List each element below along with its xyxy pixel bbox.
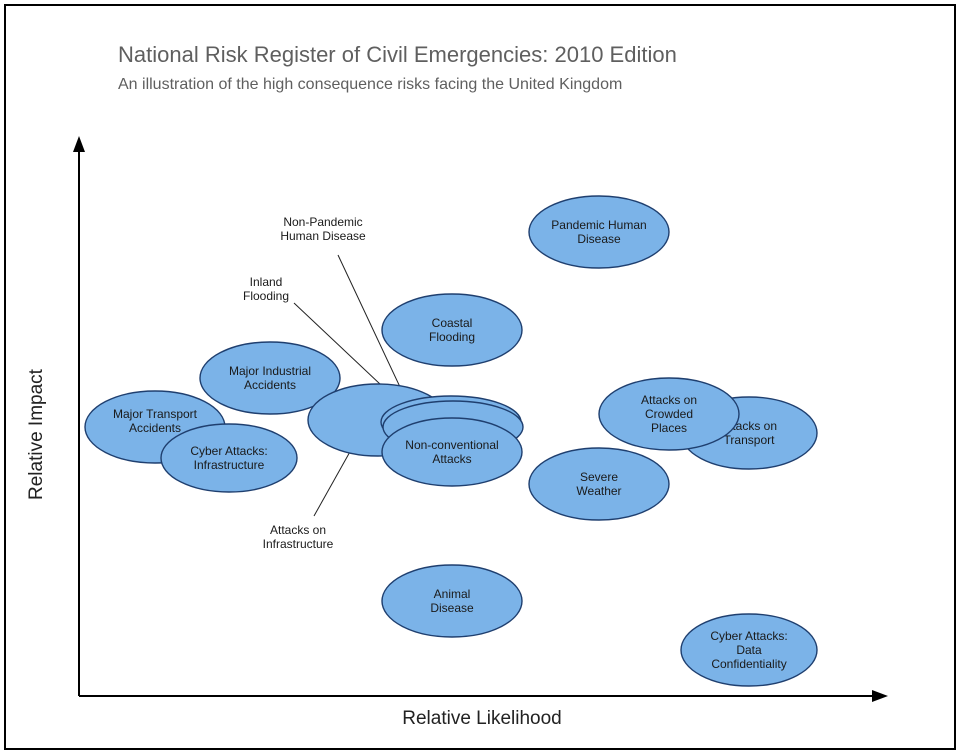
risk-label: Confidentiality xyxy=(711,657,786,671)
risk-label: Weather xyxy=(576,484,621,498)
risk-label: Disease xyxy=(577,232,621,246)
risk-label: Attacks on xyxy=(641,393,697,407)
risk-ellipse xyxy=(528,195,670,269)
risk-label: Places xyxy=(651,421,687,435)
risk-label: Data xyxy=(736,643,762,657)
callout-label-inland-flooding: Flooding xyxy=(243,289,289,303)
risk-ellipse xyxy=(199,341,341,415)
risk-label: Infrastructure xyxy=(194,458,265,472)
risk-ellipse xyxy=(381,293,523,367)
risk-label: Major Transport xyxy=(113,407,198,421)
risk-label: Animal xyxy=(434,587,471,601)
risk-label: Cyber Attacks: xyxy=(710,629,787,643)
risk-label: Accidents xyxy=(129,421,181,435)
y-axis-arrowhead xyxy=(73,136,85,152)
callout-line-non-pandemic-human-disease xyxy=(337,254,409,405)
risk-ellipse xyxy=(381,564,523,638)
risk-ellipse xyxy=(680,613,818,687)
risk-label: Flooding xyxy=(429,330,475,344)
risk-label: Pandemic Human xyxy=(551,218,646,232)
risk-bubbles: Pandemic HumanDiseaseCoastalFloodingMajo… xyxy=(84,195,818,687)
risk-ellipse xyxy=(528,447,670,521)
x-axis-label: Relative Likelihood xyxy=(402,708,562,729)
callout-label-attacks-on-infrastructure: Attacks on xyxy=(270,523,326,537)
risk-ellipse xyxy=(381,417,523,487)
callout-label-attacks-on-infrastructure: Infrastructure xyxy=(263,537,334,551)
callout-label-non-pandemic-human-disease: Non-Pandemic xyxy=(283,215,362,229)
risk-ellipse xyxy=(598,377,740,451)
risk-label: Attacks xyxy=(432,452,471,466)
diagram-subtitle: An illustration of the high consequence … xyxy=(118,76,623,93)
risk-ellipse xyxy=(160,423,298,493)
x-axis-arrowhead xyxy=(872,690,888,702)
risk-label: Crowded xyxy=(645,407,693,421)
risk-label: Disease xyxy=(430,601,474,615)
risk-label: Major Industrial xyxy=(229,364,311,378)
risk-label: Cyber Attacks: xyxy=(190,444,267,458)
diagram-title: National Risk Register of Civil Emergenc… xyxy=(118,42,677,67)
risk-label: Coastal xyxy=(432,316,473,330)
callout-label-non-pandemic-human-disease: Human Disease xyxy=(280,229,366,243)
risk-label: Transport xyxy=(724,433,776,447)
risk-label: Accidents xyxy=(244,378,296,392)
callout-label-inland-flooding: Inland xyxy=(250,275,283,289)
risk-label: Severe xyxy=(580,470,618,484)
risk-bubble-cyber-attacks-infrastructure: Cyber Attacks:Infrastructure xyxy=(160,423,298,493)
risk-label: Non-conventional xyxy=(405,438,498,452)
